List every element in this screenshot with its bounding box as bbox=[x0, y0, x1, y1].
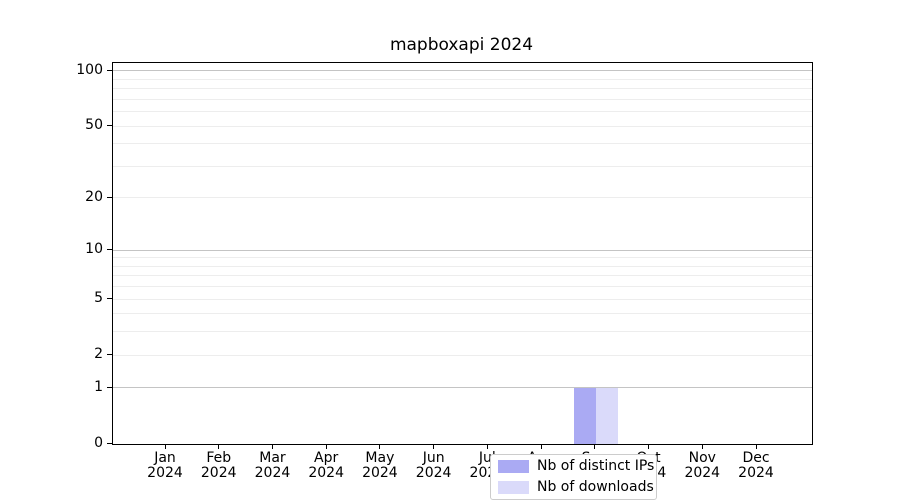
gridline bbox=[113, 387, 812, 389]
x-axis-tick bbox=[540, 444, 542, 449]
legend-item-downloads: Nb of downloads bbox=[498, 480, 656, 495]
x-axis-tick-label: Mar 2024 bbox=[254, 450, 291, 481]
y-axis-tick bbox=[107, 298, 112, 300]
gridline bbox=[113, 265, 812, 267]
y-axis-tick-label: 50 bbox=[85, 117, 103, 134]
y-axis-tick-label: 1 bbox=[94, 378, 103, 395]
plot-area: Nb of distinct IPs Nb of downloads bbox=[112, 62, 813, 500]
gridline bbox=[113, 165, 812, 167]
y-axis-tick-label: 100 bbox=[76, 61, 103, 78]
legend: Nb of distinct IPs Nb of downloads bbox=[490, 454, 657, 500]
gridline bbox=[113, 331, 812, 333]
legend-item-distinct-ips: Nb of distinct IPs bbox=[498, 459, 656, 474]
gridline bbox=[113, 70, 812, 72]
x-axis-tick bbox=[218, 444, 220, 449]
y-axis-tick-label: 5 bbox=[94, 290, 103, 307]
x-axis-tick-label: May 2024 bbox=[362, 450, 398, 481]
x-axis-tick-label: Jun 2024 bbox=[415, 450, 452, 481]
x-axis-tick bbox=[486, 444, 488, 449]
gridline bbox=[113, 143, 812, 145]
x-axis-tick bbox=[379, 444, 381, 449]
gridline bbox=[113, 249, 812, 251]
gridline bbox=[113, 298, 812, 300]
bar-nb-of-downloads bbox=[595, 387, 618, 444]
x-axis-tick-label: Dec 2024 bbox=[738, 450, 774, 481]
x-axis-tick bbox=[271, 444, 273, 449]
gridline bbox=[113, 354, 812, 356]
legend-label-downloads: Nb of downloads bbox=[537, 479, 654, 495]
y-axis-tick-label: 2 bbox=[94, 346, 103, 363]
x-axis-tick bbox=[755, 444, 757, 449]
gridline bbox=[113, 313, 812, 315]
y-axis-tick-label: 10 bbox=[85, 241, 103, 258]
gridline bbox=[113, 197, 812, 199]
gridline bbox=[113, 111, 812, 113]
x-axis-tick bbox=[433, 444, 435, 449]
legend-swatch-downloads bbox=[498, 481, 529, 494]
y-axis-tick-label: 20 bbox=[85, 188, 103, 205]
gridline bbox=[113, 125, 812, 127]
x-axis-tick bbox=[701, 444, 703, 449]
y-axis-tick bbox=[107, 386, 112, 388]
gridline bbox=[113, 275, 812, 277]
x-axis-tick bbox=[325, 444, 327, 449]
x-axis-tick-label: Feb 2024 bbox=[200, 450, 237, 481]
legend-label-distinct-ips: Nb of distinct IPs bbox=[537, 458, 655, 474]
gridline bbox=[113, 286, 812, 288]
gridline bbox=[113, 78, 812, 80]
x-axis-tick bbox=[648, 444, 650, 449]
y-axis-tick bbox=[107, 354, 112, 356]
y-axis-tick bbox=[107, 443, 112, 444]
y-axis-tick bbox=[107, 69, 112, 71]
y-axis-tick bbox=[107, 125, 112, 127]
y-axis-tick bbox=[107, 249, 112, 251]
x-axis-tick bbox=[164, 444, 166, 449]
x-axis-tick bbox=[594, 444, 596, 449]
gridline bbox=[113, 257, 812, 259]
legend-swatch-distinct-ips bbox=[498, 460, 529, 473]
gridline bbox=[113, 88, 812, 90]
x-axis-tick-label: Apr 2024 bbox=[308, 450, 344, 481]
y-axis-tick bbox=[107, 196, 112, 198]
x-axis-tick-label: Nov 2024 bbox=[684, 450, 721, 481]
y-axis-tick-label: 0 bbox=[94, 435, 103, 451]
chart-title: mapboxapi 2024 bbox=[389, 35, 534, 55]
x-axis-tick-label: Jan 2024 bbox=[147, 450, 183, 481]
bar-nb-of-distinct-ips bbox=[573, 387, 596, 444]
gridline bbox=[113, 98, 812, 100]
